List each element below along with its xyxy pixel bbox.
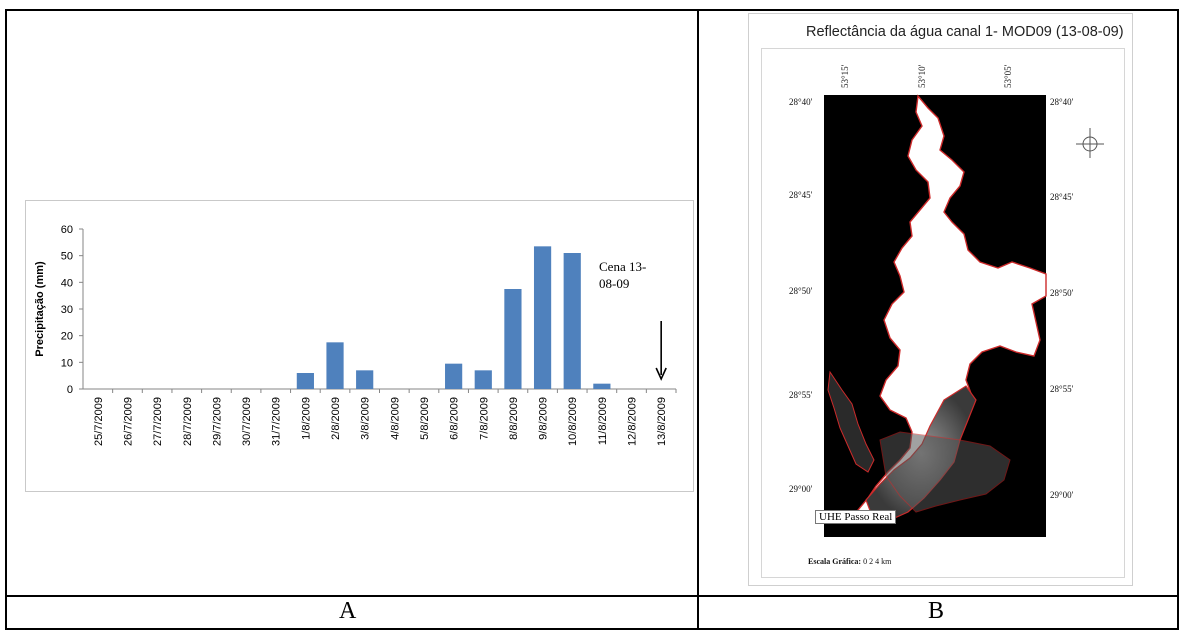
y-tick-label: 10 [61, 357, 73, 369]
x-tick-label: 1/8/2009 [300, 397, 312, 440]
panel-a-label: A [339, 598, 357, 624]
caption-row-divider [5, 595, 1177, 597]
x-tick-label: 8/8/2009 [508, 397, 520, 440]
bar [563, 253, 581, 389]
bar [593, 383, 611, 389]
annotation-line-2: 08-09 [599, 276, 629, 291]
annotation-arrow-head [655, 367, 667, 381]
reservoir-lower-dark-area [879, 431, 1011, 513]
lon-label-1: 53°15' [840, 64, 850, 88]
x-tick-label: 29/7/2009 [211, 397, 223, 446]
annotation-line-1: Cena 13- [599, 259, 646, 274]
map-title: Reflectância da água canal 1- MOD09 (13-… [806, 24, 1124, 40]
y-tick-label: 50 [61, 251, 73, 263]
x-tick-label: 9/8/2009 [538, 397, 550, 440]
x-tick-label: 4/8/2009 [389, 397, 401, 440]
x-tick-label: 28/7/2009 [182, 397, 194, 446]
bar [296, 373, 314, 389]
lat-label-right-5: 29°00' [1050, 490, 1074, 500]
bar [474, 370, 492, 389]
panel-b-label: B [928, 598, 945, 624]
map-inner-frame [761, 48, 1125, 578]
lat-label-left-2: 28°45' [789, 190, 813, 200]
chart-canvas: 0 10 20 30 40 50 60 Precipitação (mm) 25/7/2009 2… [34, 224, 677, 446]
x-tick-label: 30/7/2009 [241, 397, 253, 446]
x-tick-label: 26/7/2009 [122, 397, 134, 446]
lon-label-3: 53°05' [1003, 64, 1013, 88]
lat-label-left-1: 28°40' [789, 97, 813, 107]
lat-label-right-2: 28°45' [1050, 192, 1074, 202]
x-tick-label: 7/8/2009 [478, 397, 490, 440]
scale-values: 0 2 4 km [863, 557, 892, 566]
reservoir-southwest-arm [827, 370, 875, 473]
north-arrow-icon [1076, 128, 1104, 158]
precipitation-chart: 0 10 20 30 40 50 60 Precipitação (mm) 25/7/2009 2… [25, 200, 694, 492]
y-tick-label: 30 [61, 304, 73, 316]
lat-label-left-3: 28°50' [789, 286, 813, 296]
y-tick-label: 20 [61, 331, 73, 343]
y-tick-label: 40 [61, 277, 73, 289]
x-tick-label: 31/7/2009 [271, 397, 283, 446]
lat-label-right-3: 28°50' [1050, 288, 1074, 298]
lon-label-2: 53°10' [917, 64, 927, 88]
place-label: UHE Passo Real [815, 510, 897, 524]
x-tick-label: 2/8/2009 [330, 397, 342, 440]
bar [326, 342, 344, 389]
x-tick-label: 12/8/2009 [627, 397, 639, 446]
y-tick-label: 60 [61, 224, 73, 236]
lat-label-left-4: 28°55' [789, 390, 813, 400]
lat-label-left-5: 29°00' [789, 484, 813, 494]
lat-label-right-4: 28°55' [1050, 384, 1074, 394]
x-tick-label: 10/8/2009 [567, 397, 579, 446]
x-tick-label: 6/8/2009 [449, 397, 461, 440]
y-axis-title: Precipitação (mm) [34, 261, 46, 357]
x-tick-label: 11/8/2009 [597, 397, 609, 445]
bar [445, 363, 463, 389]
bar [533, 246, 552, 389]
scale-bar: Escala Gráfica: 0 2 4 km [808, 557, 891, 566]
x-tick-label: 5/8/2009 [419, 397, 431, 440]
x-tick-label: 13/8/2009 [656, 397, 668, 446]
x-tick-label: 25/7/2009 [93, 397, 105, 446]
x-tick-label: 3/8/2009 [360, 397, 372, 440]
scale-label: Escala Gráfica: [808, 557, 862, 566]
bar [356, 370, 374, 389]
lat-label-right-1: 28°40' [1050, 97, 1074, 107]
column-divider [697, 9, 699, 628]
x-tick-label: 27/7/2009 [152, 397, 164, 446]
y-tick-label: 0 [67, 384, 73, 396]
bar [504, 289, 522, 389]
